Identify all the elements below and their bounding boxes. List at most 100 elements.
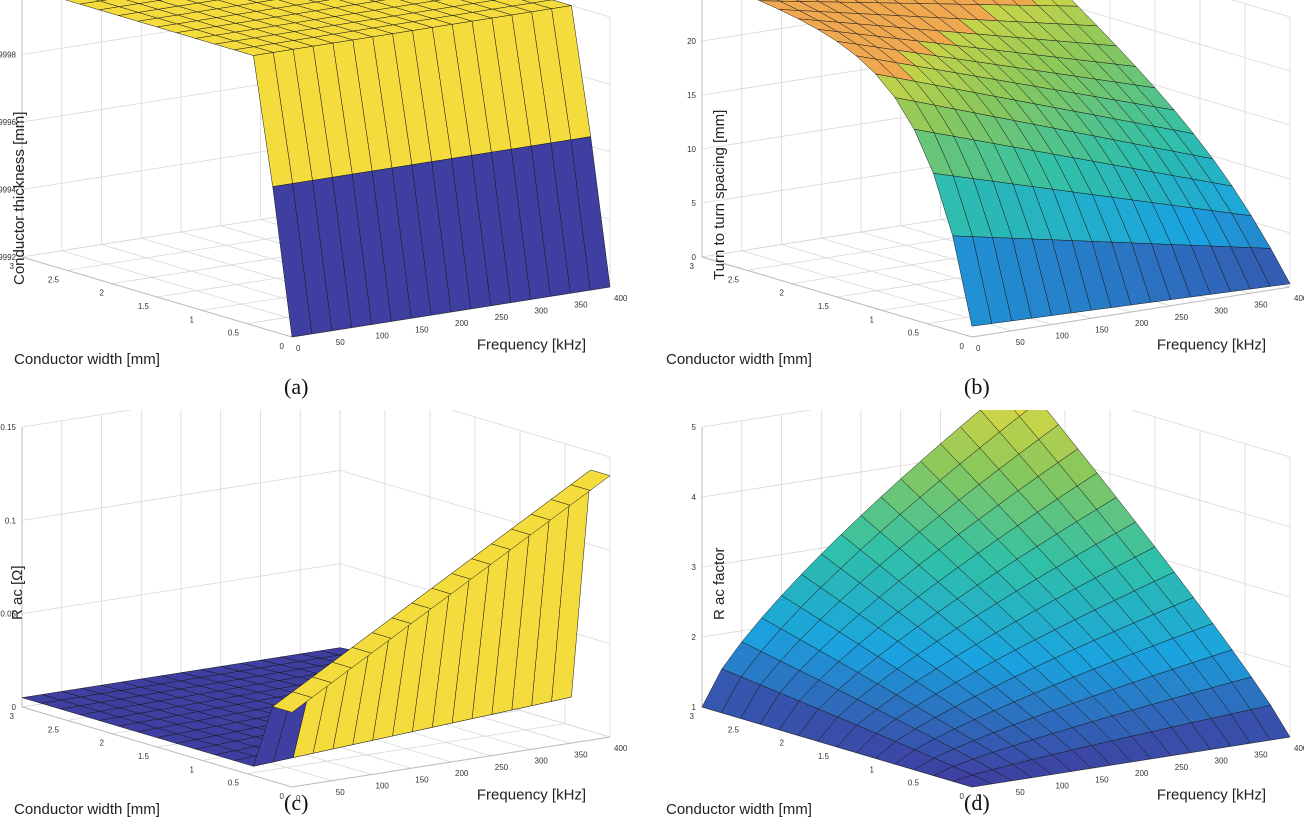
width-tick-label: 0.5 [228, 329, 240, 338]
width-tick-label: 2 [100, 289, 105, 298]
width-tick-label: 2.5 [48, 275, 60, 284]
frequency-axis-label: Frequency [kHz] [1157, 787, 1266, 804]
width-tick-label: 2 [100, 739, 105, 748]
frequency-tick-label: 400 [1294, 744, 1304, 753]
frequency-tick-label: 0 [976, 794, 981, 803]
width-tick-label: 0 [280, 792, 285, 801]
spacing-axis-label: Turn to turn spacing [mm] [711, 110, 728, 280]
surface-patch [308, 0, 331, 3]
surface-chart-spacing: 05010015020025030035040000.511.522.53051… [652, 0, 1304, 410]
z-tick-label: 10 [687, 145, 696, 154]
frequency-tick-label: 100 [376, 782, 390, 791]
surface-patch [952, 235, 993, 327]
width-tick-label: 1.5 [138, 752, 150, 761]
frequency-tick-label: 150 [1095, 775, 1109, 784]
z-tick-label: 0.15 [0, 423, 16, 432]
z-tick-label: 0.9994 [0, 186, 17, 195]
z-tick-label: 15 [687, 91, 696, 100]
z-tick-label: 1 [692, 703, 697, 712]
frequency-tick-label: 250 [1175, 763, 1189, 772]
frequency-axis-label: Frequency [kHz] [477, 787, 586, 804]
frequency-tick-label: 0 [976, 344, 981, 353]
surface-patch [272, 691, 313, 713]
rac-factor-axis-label: R ac factor [711, 547, 728, 620]
surface-patch [951, 774, 993, 788]
side-grid-z [449, 410, 611, 458]
width-tick-label: 2 [780, 289, 785, 298]
frequency-tick-label: 50 [336, 338, 345, 347]
frequency-tick-label: 0 [296, 794, 301, 803]
surface-chart-rac-factor: 05010015020025030035040000.511.522.53123… [652, 410, 1304, 820]
z-tick-label: 0.9992 [0, 253, 17, 262]
width-tick-label: 1 [870, 765, 875, 774]
frequency-axis-label: Frequency [kHz] [477, 337, 586, 354]
z-tick-label: 5 [692, 423, 697, 432]
width-tick-label: 3 [690, 712, 695, 721]
z-tick-label: 5 [692, 199, 697, 208]
width-tick-label: 2.5 [48, 725, 60, 734]
back-grid-z [21, 469, 341, 521]
width-tick-label: 0.5 [228, 779, 240, 788]
chart-a-plot: 05010015020025030035040000.511.522.530.9… [0, 0, 628, 368]
width-tick-label: 2.5 [728, 275, 740, 284]
width-tick-label: 1 [190, 315, 195, 324]
axis-width-edge [21, 706, 293, 788]
frequency-tick-label: 150 [415, 325, 429, 334]
width-axis-label: Conductor width [mm] [14, 351, 160, 368]
width-tick-label: 0.5 [908, 779, 920, 788]
frequency-tick-label: 200 [455, 319, 469, 328]
frequency-tick-label: 50 [1016, 788, 1025, 797]
axis-frequency-edge [971, 286, 1291, 338]
frequency-tick-label: 200 [1135, 319, 1149, 328]
z-tick-label: 0 [12, 703, 17, 712]
frequency-tick-label: 350 [1254, 300, 1268, 309]
frequency-tick-label: 150 [1095, 325, 1109, 334]
width-tick-label: 0 [960, 342, 965, 351]
width-tick-label: 3 [690, 262, 695, 271]
axis-width-edge [701, 256, 973, 338]
frequency-tick-label: 300 [535, 307, 549, 316]
axis-frequency-edge [291, 736, 611, 788]
width-tick-label: 2 [780, 739, 785, 748]
width-tick-label: 3 [10, 712, 15, 721]
width-tick-label: 1.5 [818, 302, 830, 311]
frequency-tick-label: 200 [455, 769, 469, 778]
back-grid-z [21, 410, 133, 428]
z-tick-label: 4 [692, 493, 697, 502]
width-tick-label: 1.5 [138, 302, 150, 311]
frequency-tick-label: 400 [614, 744, 628, 753]
frequency-axis-label: Frequency [kHz] [1157, 337, 1266, 354]
frequency-tick-label: 250 [495, 313, 509, 322]
frequency-tick-label: 50 [1016, 338, 1025, 347]
caption-d: (d) [964, 790, 990, 815]
chart-d-plot: 05010015020025030035040000.511.522.53123… [666, 410, 1304, 818]
frequency-tick-label: 350 [574, 750, 588, 759]
frequency-tick-label: 250 [1175, 313, 1189, 322]
z-tick-label: 0.05 [0, 610, 16, 619]
width-axis-label: Conductor width [mm] [666, 801, 812, 818]
caption-a: (a) [284, 374, 309, 399]
z-tick-label: 0 [692, 253, 697, 262]
back-grid-z [701, 410, 813, 428]
width-tick-label: 1 [870, 315, 875, 324]
width-tick-label: 0.5 [908, 329, 920, 338]
width-axis-label: Conductor width [mm] [14, 801, 160, 818]
width-tick-label: 0 [960, 792, 965, 801]
surface-chart-thickness: 05010015020025030035040000.511.522.530.9… [0, 0, 652, 410]
frequency-tick-label: 100 [376, 332, 390, 341]
width-tick-label: 0 [280, 342, 285, 351]
frequency-tick-label: 250 [495, 763, 509, 772]
frequency-tick-label: 100 [1056, 782, 1070, 791]
frequency-tick-label: 350 [574, 300, 588, 309]
surface-chart-rac: 0 50 100 150 200 250 300 350 400 0 0.5 1 1.5 2 2.5 3 0 0.… [0, 410, 652, 820]
surface-patch [272, 183, 313, 338]
chart-b-plot: 05010015020025030035040000.511.522.53051… [666, 0, 1304, 368]
width-tick-label: 2.5 [728, 725, 740, 734]
side-grid-z [1231, 0, 1291, 18]
frequency-tick-label: 200 [1135, 769, 1149, 778]
width-axis-label: Conductor width [mm] [666, 351, 812, 368]
frequency-tick-label: 300 [1215, 757, 1229, 766]
frequency-tick-label: 0 [296, 344, 301, 353]
z-tick-label: 0.9996 [0, 118, 17, 127]
thickness-axis-label: Conductor thickness [mm] [11, 112, 28, 285]
